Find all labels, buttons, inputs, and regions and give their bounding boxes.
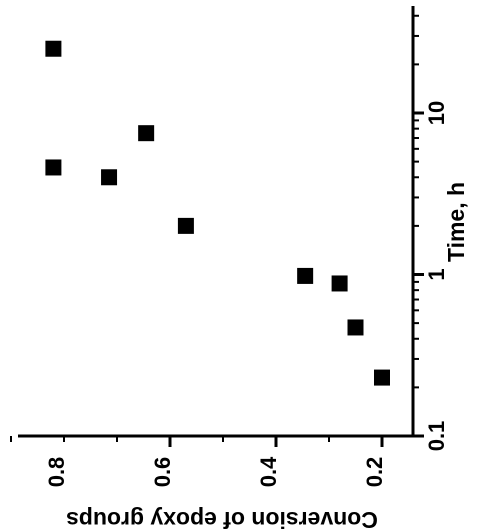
data-point — [331, 275, 348, 292]
conversion-tick-label: 0.4 — [256, 456, 281, 487]
data-point — [347, 319, 364, 336]
data-point — [177, 217, 194, 234]
time-axis-ticks: 0.1 1 10 — [413, 14, 449, 452]
data-points — [45, 40, 390, 386]
data-point — [101, 169, 118, 186]
data-point — [45, 40, 62, 57]
conversion-axis-ticks: 0.2 0.4 0.6 0.8 — [10, 436, 387, 488]
time-tick-label: 0.1 — [424, 421, 449, 452]
data-point — [45, 159, 62, 176]
conversion-axis-title: Conversion of epoxy groups — [66, 507, 378, 531]
conversion-tick-label: 0.8 — [44, 457, 69, 488]
data-point — [297, 267, 314, 284]
data-point — [374, 369, 390, 386]
data-point — [138, 125, 155, 142]
conversion-tick-label: 0.2 — [362, 457, 387, 488]
axes — [18, 6, 415, 438]
time-axis-title: Time, h — [443, 182, 469, 262]
time-tick-label: 10 — [424, 101, 449, 125]
conversion-tick-label: 0.6 — [150, 457, 175, 488]
time-tick-label: 1 — [424, 268, 449, 280]
